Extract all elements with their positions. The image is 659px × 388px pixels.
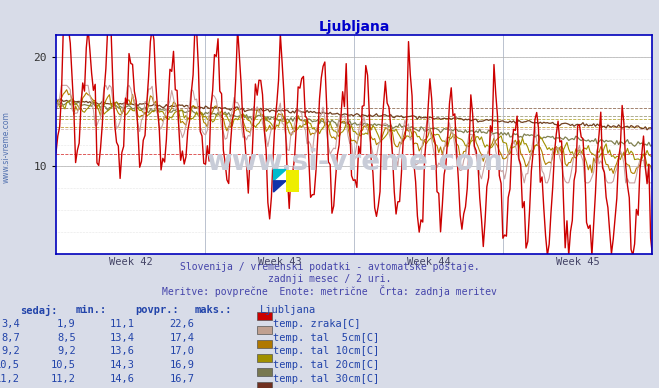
Text: sedaj:: sedaj:: [20, 305, 57, 315]
Text: www.si-vreme.com: www.si-vreme.com: [2, 111, 11, 184]
Text: 13,6: 13,6: [110, 346, 135, 357]
Text: Week 45: Week 45: [556, 257, 600, 267]
Text: Meritve: povprečne  Enote: metrične  Črta: zadnja meritev: Meritve: povprečne Enote: metrične Črta:…: [162, 285, 497, 297]
Text: zadnji mesec / 2 uri.: zadnji mesec / 2 uri.: [268, 274, 391, 284]
Text: 11,2: 11,2: [51, 374, 76, 385]
Text: 16,7: 16,7: [169, 374, 194, 385]
Text: temp. tal 20cm[C]: temp. tal 20cm[C]: [273, 360, 380, 371]
Text: povpr.:: povpr.:: [135, 305, 179, 315]
Text: Week 44: Week 44: [407, 257, 451, 267]
Text: temp. tal  5cm[C]: temp. tal 5cm[C]: [273, 333, 380, 343]
Text: Week 42: Week 42: [109, 257, 152, 267]
Text: 17,0: 17,0: [169, 346, 194, 357]
Text: maks.:: maks.:: [194, 305, 232, 315]
Text: 17,4: 17,4: [169, 333, 194, 343]
Text: min.:: min.:: [76, 305, 107, 315]
Text: 11,1: 11,1: [110, 319, 135, 329]
Text: 9,2: 9,2: [1, 346, 20, 357]
Text: 11,2: 11,2: [0, 374, 20, 385]
Text: 8,7: 8,7: [1, 333, 20, 343]
Text: www.si-vreme.com: www.si-vreme.com: [206, 148, 503, 176]
Text: 14,6: 14,6: [110, 374, 135, 385]
Text: 3,4: 3,4: [1, 319, 20, 329]
Text: 1,9: 1,9: [57, 319, 76, 329]
Text: 16,9: 16,9: [169, 360, 194, 371]
Text: temp. zraka[C]: temp. zraka[C]: [273, 319, 361, 329]
Text: Ljubljana: Ljubljana: [260, 305, 316, 315]
Text: 10,5: 10,5: [0, 360, 20, 371]
Text: 10,5: 10,5: [51, 360, 76, 371]
Text: 14,3: 14,3: [110, 360, 135, 371]
Text: 13,4: 13,4: [110, 333, 135, 343]
Text: temp. tal 10cm[C]: temp. tal 10cm[C]: [273, 346, 380, 357]
Text: 22,6: 22,6: [169, 319, 194, 329]
Title: Ljubljana: Ljubljana: [318, 20, 390, 34]
Text: temp. tal 30cm[C]: temp. tal 30cm[C]: [273, 374, 380, 385]
Text: Slovenija / vremenski podatki - avtomatske postaje.: Slovenija / vremenski podatki - avtomats…: [180, 262, 479, 272]
Text: Week 43: Week 43: [258, 257, 302, 267]
Text: 9,2: 9,2: [57, 346, 76, 357]
Text: 8,5: 8,5: [57, 333, 76, 343]
